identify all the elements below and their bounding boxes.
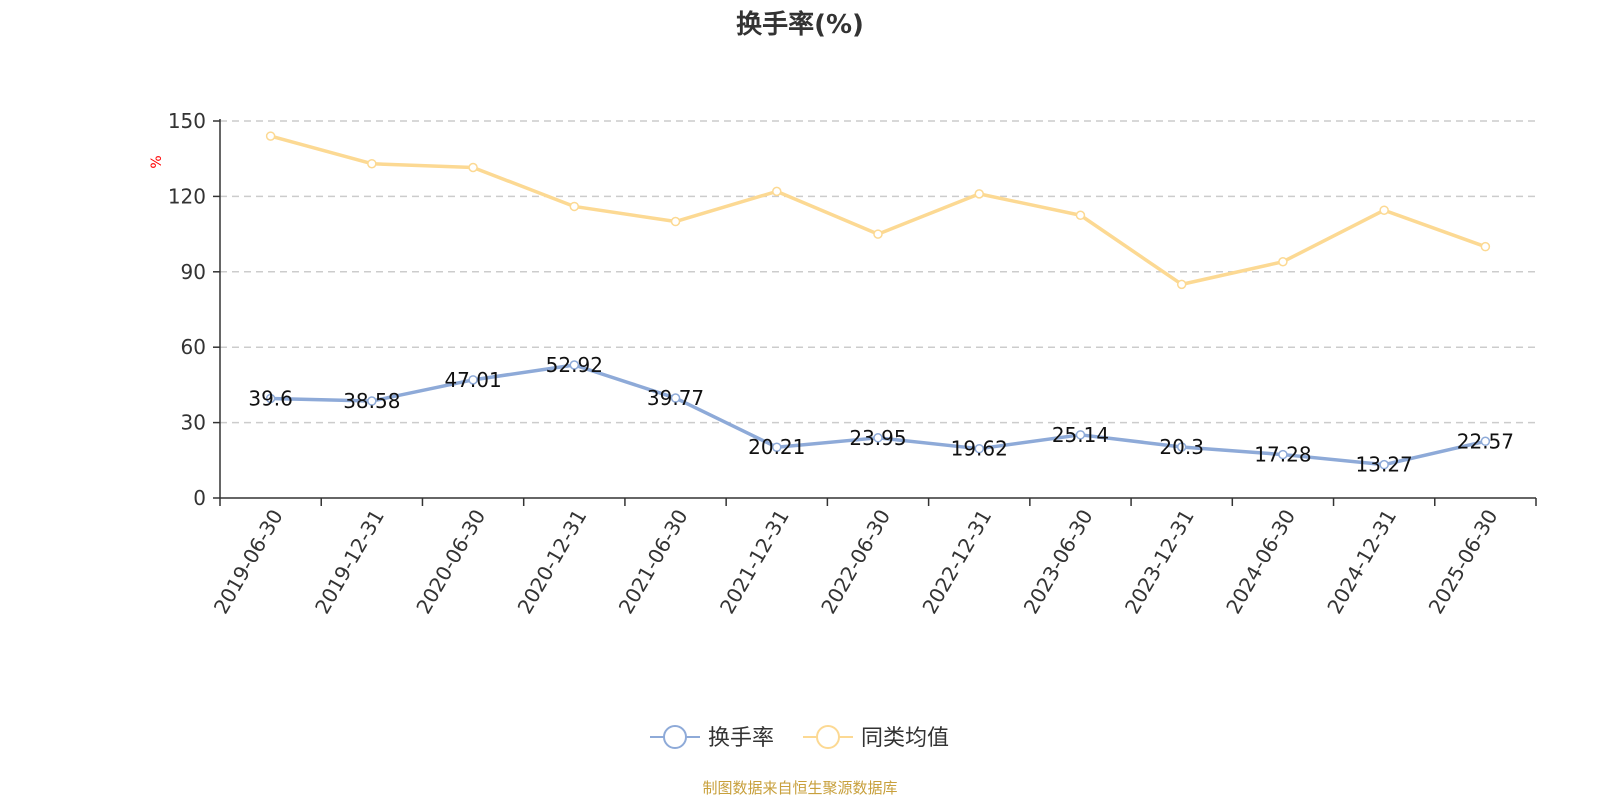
data-label: 25.14 [1052, 423, 1109, 447]
legend-marker [663, 725, 687, 749]
data-point[interactable] [1278, 449, 1288, 460]
x-tick-label: 2019-12-31 [310, 505, 389, 618]
axes: 0 30 60 90 120 150 2019-06-30 2019-12-31 2020-06… [168, 109, 1537, 618]
y-axis-unit: % [149, 155, 165, 168]
x-tick-label: 2023-12-31 [1120, 505, 1199, 618]
y-tick-label: 90 [181, 260, 206, 284]
data-point[interactable] [1379, 459, 1389, 470]
legend-label: 换手率 [708, 726, 774, 751]
data-point[interactable] [367, 158, 377, 169]
data-point[interactable] [1480, 436, 1491, 447]
data-point[interactable] [468, 162, 478, 173]
x-tick-label: 2025-06-30 [1424, 505, 1503, 618]
data-point[interactable] [974, 443, 984, 454]
y-tick-label: 60 [181, 335, 206, 359]
y-tick-label: 120 [168, 184, 206, 208]
chart-title: 换手率(%) [736, 9, 864, 40]
series-line [270, 134, 1486, 287]
data-point[interactable] [1176, 442, 1187, 452]
data-label: 20.3 [1159, 435, 1204, 459]
legend-item[interactable]: 同类均值 [803, 725, 949, 751]
y-tick-label: 150 [168, 109, 206, 133]
data-point[interactable] [265, 131, 276, 141]
x-tick-label: 2021-12-31 [715, 505, 794, 618]
data-point[interactable] [873, 229, 883, 239]
data-label: 22.57 [1457, 429, 1514, 453]
data-label: 38.58 [343, 389, 400, 413]
data-point[interactable] [1278, 256, 1288, 267]
data-point[interactable] [974, 189, 984, 199]
x-tick-label: 2024-12-31 [1322, 505, 1401, 618]
data-point[interactable] [468, 375, 478, 385]
data-label: 23.95 [849, 426, 906, 450]
data-point[interactable] [670, 393, 681, 403]
data-label: 17.28 [1254, 443, 1311, 467]
data-point[interactable] [772, 186, 782, 197]
gridlines [220, 120, 1536, 424]
data-point[interactable] [1075, 210, 1086, 220]
y-tick-label: 0 [193, 486, 206, 510]
data-point[interactable] [1176, 279, 1187, 290]
series-lines [265, 131, 1491, 470]
data-label: 13.27 [1356, 453, 1413, 477]
x-tick-label: 2023-06-30 [1019, 505, 1098, 618]
data-source-note: 制图数据来自恒生聚源数据库 [702, 779, 897, 797]
legend-marker [816, 725, 840, 749]
data-labels: 39.6 38.58 47.01 52.92 39.77 20.21 23.95 19.62 2… [248, 353, 1514, 477]
legend[interactable]: 换手率 同类均值 [650, 725, 949, 751]
data-point[interactable] [569, 201, 580, 212]
data-point[interactable] [1075, 430, 1086, 440]
data-label: 39.77 [647, 386, 704, 410]
data-point[interactable] [873, 433, 883, 443]
data-label: 20.21 [748, 435, 805, 459]
data-label: 19.62 [951, 437, 1008, 461]
legend-label: 同类均值 [861, 726, 949, 751]
x-tick-label: 2022-12-31 [917, 505, 996, 618]
y-tick-label: 30 [181, 411, 206, 435]
data-point[interactable] [1480, 241, 1491, 252]
x-tick-label: 2020-12-31 [512, 505, 591, 618]
x-tick-label: 2022-06-30 [816, 505, 895, 618]
data-label: 39.6 [248, 386, 293, 410]
x-tick-label: 2020-06-30 [411, 505, 490, 618]
data-label: 47.01 [444, 368, 501, 392]
x-tick-label: 2019-06-30 [209, 505, 288, 618]
data-point[interactable] [265, 393, 276, 404]
x-tick-label: 2024-06-30 [1221, 505, 1300, 618]
x-tick-label: 2021-06-30 [614, 505, 693, 618]
data-point[interactable] [772, 442, 782, 452]
data-point[interactable] [670, 216, 681, 227]
data-point[interactable] [569, 360, 580, 370]
data-label: 52.92 [546, 353, 603, 377]
legend-item[interactable]: 换手率 [650, 725, 774, 751]
data-point[interactable] [367, 396, 377, 406]
data-point[interactable] [1379, 205, 1389, 215]
